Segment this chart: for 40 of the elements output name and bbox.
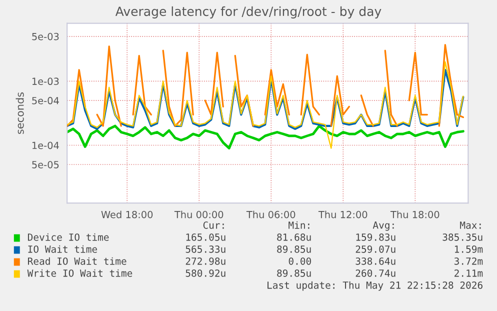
text: 3.72m: [454, 257, 483, 265]
text: Last update: Thu May 21 22:15:28 2026: [268, 281, 482, 291]
x-tick-label: Thu 00:00: [174, 210, 224, 218]
text: 89.85u: [277, 269, 311, 277]
text: 2.11m: [454, 269, 483, 277]
text: 385.35u: [442, 233, 482, 241]
text: 1.59m: [454, 245, 483, 253]
line-series: [67, 61, 464, 149]
x-tick-label: Wed 18:00: [101, 210, 153, 218]
y-tick-label: 5e-05: [32, 160, 59, 168]
text: Min:: [288, 221, 310, 229]
text: 165.05u: [186, 233, 226, 241]
line-series: [67, 68, 464, 130]
legend-label: IO Wait time: [28, 245, 97, 253]
text: 338.64u: [356, 257, 396, 265]
text: 159.83u: [356, 233, 396, 241]
chart-title: Average latency for /dev/ring/root - by day: [115, 6, 382, 18]
legend-label: Write IO Wait time: [27, 269, 132, 277]
text: 89.85u: [277, 245, 311, 253]
legend-label: Read IO Wait time: [28, 257, 126, 265]
text: 272.98u: [186, 257, 226, 265]
legend-label: Device IO time: [28, 233, 109, 241]
text: Avg:: [372, 222, 394, 231]
x-tick-label: Thu 06:00: [246, 210, 296, 218]
x-tick-label: Thu 12:00: [318, 210, 368, 218]
text: 0.00: [288, 257, 311, 265]
text: 565.33u: [186, 245, 226, 253]
y-tick-label: 1e-03: [32, 78, 59, 86]
text: Max:: [460, 222, 481, 229]
text: 580.92u: [186, 269, 226, 277]
line-series: [67, 124, 464, 150]
text: 259.07u: [356, 245, 396, 253]
y-tick-label: 5e-04: [32, 96, 59, 104]
y-tick-label: 5e-03: [32, 32, 59, 40]
text: 81.68u: [277, 233, 311, 241]
text: 260.74u: [356, 269, 396, 277]
text: Cur:: [203, 221, 224, 229]
y-axis-title: seconds: [16, 92, 24, 134]
y-tick-label: 1e-04: [32, 142, 59, 150]
x-tick-label: Thu 18:00: [390, 210, 440, 218]
